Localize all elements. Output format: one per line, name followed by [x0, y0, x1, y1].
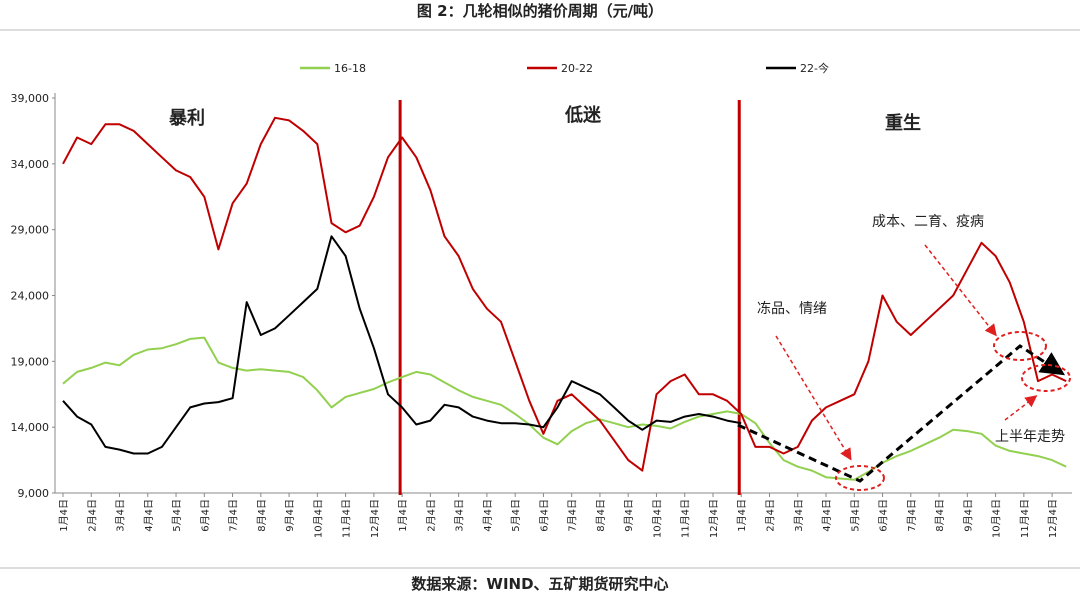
- x-tick-label: 2月4日: [765, 499, 777, 532]
- x-tick-label: 1月4日: [736, 499, 748, 532]
- x-tick-label: 4月4日: [143, 499, 155, 532]
- pointer: [775, 335, 852, 461]
- legend-label: 22-今: [800, 61, 829, 75]
- x-tick-label: 1月4日: [58, 499, 70, 532]
- pointer: [924, 244, 997, 337]
- x-tick-label: 10月4日: [312, 499, 324, 538]
- x-tick-label: 10月4日: [991, 499, 1003, 538]
- x-tick-label: 9月4日: [962, 499, 974, 532]
- x-tick-label: 12月4日: [369, 499, 381, 538]
- x-tick-label: 11月4日: [341, 499, 353, 538]
- x-tick-label: 6月4日: [878, 499, 890, 532]
- x-tick-label: 4月4日: [821, 499, 833, 532]
- highlight: [993, 331, 1047, 361]
- decorations: [737, 244, 1071, 491]
- annotation: 重生: [885, 112, 921, 134]
- chart-title: 图 2：几轮相似的猪价周期（元/吨）: [417, 2, 663, 20]
- annotation: 暴利: [169, 107, 205, 129]
- x-tick-label: 7月4日: [567, 499, 579, 532]
- y-tick-label: 34,000: [11, 158, 50, 171]
- x-tick-label: 4月4日: [482, 499, 494, 532]
- x-tick-label: 8月4日: [256, 499, 268, 532]
- x-tick-label: 11月4日: [1019, 499, 1031, 538]
- y-tick-label: 19,000: [11, 355, 50, 368]
- series-line: [62, 235, 742, 455]
- source: 数据来源：WIND、五矿期货研究中心: [411, 575, 668, 593]
- x-tick-label: 6月4日: [199, 499, 211, 532]
- annotation: 低迷: [564, 104, 602, 126]
- x-tick-label: 8月4日: [934, 499, 946, 532]
- pointer: [1004, 395, 1038, 421]
- x-tick-label: 3月4日: [454, 499, 466, 532]
- y-tick-label: 14,000: [11, 421, 50, 434]
- y-tick-label: 39,000: [11, 92, 50, 105]
- annotation: 上半年走势: [995, 429, 1065, 445]
- x-tick-label: 6月4日: [538, 499, 550, 532]
- x-tick-label: 2月4日: [425, 499, 437, 532]
- x-tick-label: 5月4日: [849, 499, 861, 532]
- x-tick-label: 7月4日: [228, 499, 240, 532]
- x-tick-label: 2月4日: [86, 499, 98, 532]
- legend-label: 16-18: [334, 62, 366, 75]
- x-tick-label: 3月4日: [115, 499, 127, 532]
- annotation: 冻品、情绪: [757, 300, 827, 317]
- legend-label: 20-22: [561, 62, 593, 75]
- series-line: [62, 116, 1067, 472]
- trend-arrow: [737, 344, 1066, 483]
- highlight: [1021, 364, 1071, 392]
- x-tick-label: 11月4日: [680, 499, 692, 538]
- x-tick-label: 5月4日: [171, 499, 183, 532]
- x-tick-label: 8月4日: [595, 499, 607, 532]
- x-tick-label: 1月4日: [397, 499, 409, 532]
- x-tick-label: 12月4日: [708, 499, 720, 538]
- x-tick-label: 3月4日: [793, 499, 805, 532]
- y-tick-label: 29,000: [11, 224, 50, 237]
- x-tick-label: 10月4日: [651, 499, 663, 538]
- x-tick-label: 9月4日: [284, 499, 296, 532]
- x-tick-label: 9月4日: [623, 499, 635, 532]
- y-tick-label: 9,000: [18, 487, 50, 500]
- annotation: 成本、二育、疫病: [872, 214, 984, 230]
- y-tick-label: 24,000: [11, 290, 50, 303]
- highlight: [835, 465, 885, 491]
- x-tick-label: 5月4日: [510, 499, 522, 532]
- series-line: [62, 336, 1067, 481]
- x-tick-label: 7月4日: [906, 499, 918, 532]
- x-tick-label: 12月4日: [1047, 499, 1059, 538]
